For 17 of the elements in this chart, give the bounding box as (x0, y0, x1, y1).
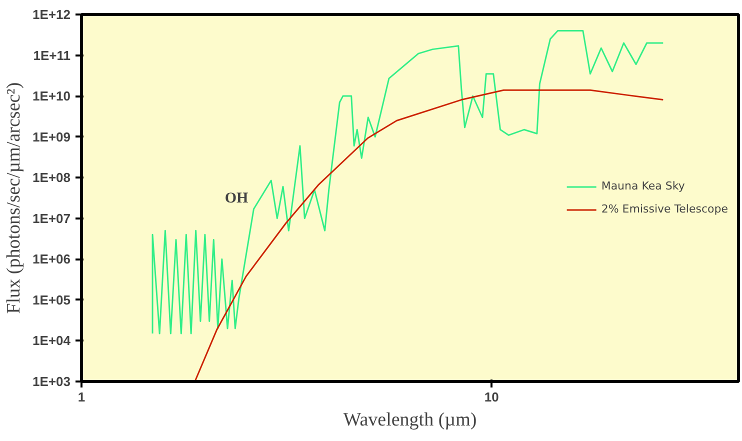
y-axis-title: Flux (photons/sec/µm/arcsec²) (4, 82, 25, 314)
y-tick-label: 1E+12 (32, 7, 70, 22)
y-tick-label: 1E+03 (32, 374, 70, 389)
legend-label: 2% Emissive Telescope (601, 202, 728, 216)
y-tick-label: 1E+06 (32, 252, 70, 267)
y-tick-label: 1E+09 (32, 129, 70, 144)
x-tick-label: 1 (78, 390, 86, 404)
x-axis-title: Wavelength (µm) (343, 410, 477, 430)
y-tick-label: 1E+07 (32, 210, 70, 226)
y-tick-label: 1E+08 (32, 170, 70, 186)
annotation: OH (224, 190, 248, 206)
legend-label: Mauna Kea Sky (601, 180, 685, 192)
y-tick-label: 1E+11 (33, 48, 71, 63)
y-tick-label: 1E+05 (32, 292, 70, 308)
y-tick-label: 1E+04 (32, 333, 72, 348)
x-tick-label: 10 (484, 390, 499, 404)
y-tick-label: 1E+10 (32, 88, 70, 104)
